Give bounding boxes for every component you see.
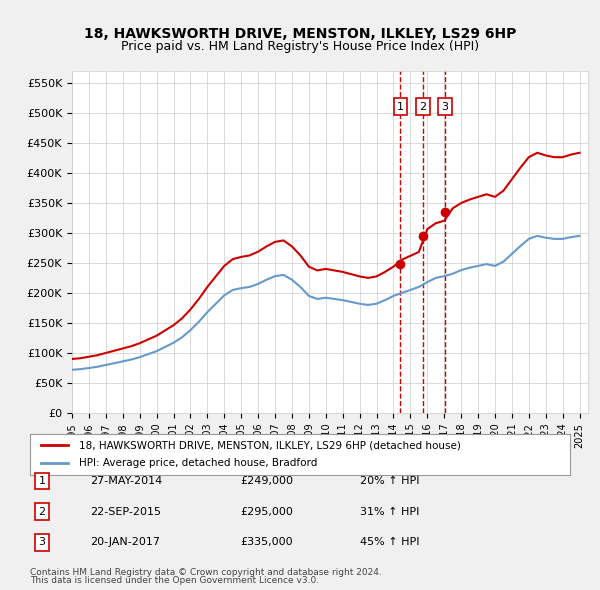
Text: 1: 1 bbox=[38, 476, 46, 486]
Text: 2: 2 bbox=[38, 507, 46, 516]
Text: 18, HAWKSWORTH DRIVE, MENSTON, ILKLEY, LS29 6HP (detached house): 18, HAWKSWORTH DRIVE, MENSTON, ILKLEY, L… bbox=[79, 440, 460, 450]
Text: 45% ↑ HPI: 45% ↑ HPI bbox=[360, 537, 419, 547]
Text: 22-SEP-2015: 22-SEP-2015 bbox=[90, 507, 161, 516]
Text: Contains HM Land Registry data © Crown copyright and database right 2024.: Contains HM Land Registry data © Crown c… bbox=[30, 568, 382, 577]
Text: 18, HAWKSWORTH DRIVE, MENSTON, ILKLEY, LS29 6HP: 18, HAWKSWORTH DRIVE, MENSTON, ILKLEY, L… bbox=[84, 27, 516, 41]
Text: HPI: Average price, detached house, Bradford: HPI: Average price, detached house, Brad… bbox=[79, 458, 317, 468]
Text: 20% ↑ HPI: 20% ↑ HPI bbox=[360, 476, 419, 486]
Text: 2: 2 bbox=[419, 102, 426, 112]
Text: 31% ↑ HPI: 31% ↑ HPI bbox=[360, 507, 419, 516]
Text: 20-JAN-2017: 20-JAN-2017 bbox=[90, 537, 160, 547]
Text: 27-MAY-2014: 27-MAY-2014 bbox=[90, 476, 162, 486]
Text: £295,000: £295,000 bbox=[240, 507, 293, 516]
Text: 3: 3 bbox=[38, 537, 46, 547]
Text: Price paid vs. HM Land Registry's House Price Index (HPI): Price paid vs. HM Land Registry's House … bbox=[121, 40, 479, 53]
Text: This data is licensed under the Open Government Licence v3.0.: This data is licensed under the Open Gov… bbox=[30, 576, 319, 585]
Text: 1: 1 bbox=[397, 102, 404, 112]
Text: 3: 3 bbox=[442, 102, 449, 112]
Text: £335,000: £335,000 bbox=[240, 537, 293, 547]
Text: £249,000: £249,000 bbox=[240, 476, 293, 486]
